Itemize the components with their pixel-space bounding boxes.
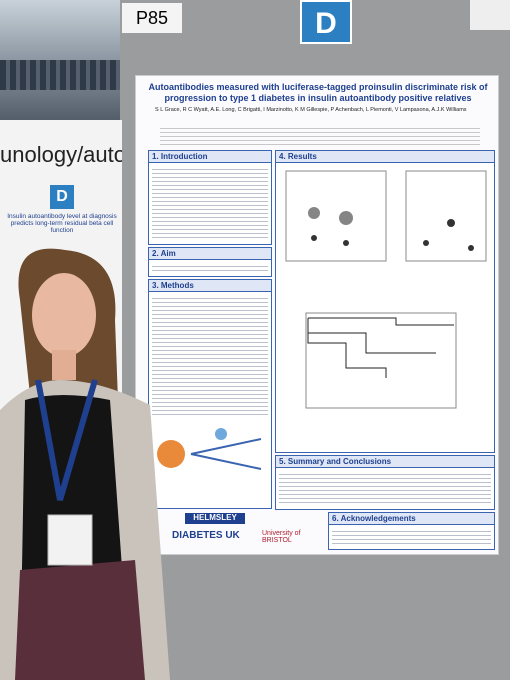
sign xyxy=(470,0,510,30)
logo: DIABETES UK xyxy=(172,530,240,541)
section: 6. Acknowledgements xyxy=(328,512,495,550)
person xyxy=(0,248,170,680)
section: 2. Aim xyxy=(148,247,272,277)
left-title: Insulin autoantibody level at diagnosis … xyxy=(7,213,117,234)
section-heading: 4. Results xyxy=(276,151,494,163)
stands xyxy=(0,60,122,90)
logo: University of BRISTOL xyxy=(262,530,301,544)
section-heading: 1. Introduction xyxy=(149,151,271,163)
authors: S L Grace, R C Wyatt, A.E. Long, C Briga… xyxy=(155,107,467,113)
methods-figure xyxy=(157,428,262,470)
affiliations xyxy=(160,125,480,145)
section-heading: 6. Acknowledgements xyxy=(329,513,494,525)
section-heading: 3. Methods xyxy=(149,280,271,292)
left-letter: D xyxy=(50,185,74,209)
board-letter: D xyxy=(300,0,352,44)
section: 4. Results xyxy=(275,150,495,453)
board-number: P85 xyxy=(122,3,182,33)
section: 5. Summary and Conclusions xyxy=(275,455,495,510)
results-figures xyxy=(285,170,487,409)
logo: HELMSLEY xyxy=(185,513,245,524)
poster-title: Autoantibodies measured with luciferase-… xyxy=(148,82,488,103)
section: 1. Introduction xyxy=(148,150,272,245)
section-heading: 2. Aim xyxy=(149,248,271,260)
left-banner: unology/autoim xyxy=(0,142,122,167)
section: 3. Methods xyxy=(148,279,272,509)
section-heading: 5. Summary and Conclusions xyxy=(276,456,494,468)
